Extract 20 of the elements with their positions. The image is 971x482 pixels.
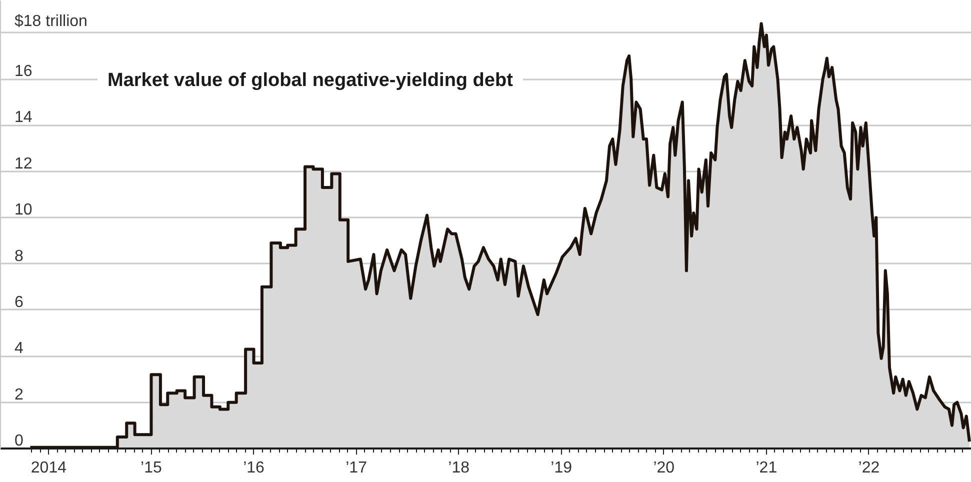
- x-tick-label: ’22: [858, 460, 880, 476]
- x-tick-label: ’21: [756, 460, 778, 476]
- y-tick-label: 10: [14, 202, 32, 219]
- y-tick-label: 8: [14, 248, 24, 265]
- x-tick-label: ’17: [346, 460, 368, 476]
- x-tick-label: ’19: [550, 460, 572, 476]
- y-tick-label: 4: [14, 340, 24, 358]
- y-tick-label: 0: [14, 432, 24, 450]
- x-tick-label: ’20: [653, 460, 675, 476]
- y-tick-label: $18 trillion: [14, 12, 88, 30]
- y-tick-label: 16: [14, 63, 32, 80]
- y-tick-label: 2: [14, 386, 24, 404]
- x-tick-label: ’15: [140, 460, 162, 476]
- y-tick-label: 12: [14, 155, 32, 172]
- x-tick-label: ’16: [243, 460, 265, 476]
- y-tick-label: 6: [14, 294, 24, 311]
- x-tick-label: 2014: [30, 460, 67, 476]
- x-tick-label: ’18: [448, 460, 470, 476]
- text: Market value of global negative-yielding debt: [108, 70, 514, 91]
- y-tick-label: 14: [14, 109, 32, 126]
